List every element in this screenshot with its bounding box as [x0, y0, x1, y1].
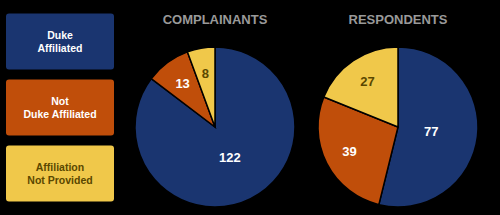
pie: RESPONDENTS 77 39 27 — [318, 12, 478, 207]
data-label: 27 — [360, 74, 374, 89]
pie-slice — [135, 47, 295, 207]
legend-label-line: Not Provided — [27, 174, 92, 186]
chart-title: COMPLAINANTS — [163, 12, 268, 27]
pie: COMPLAINANTS 122 13 8 — [135, 12, 295, 207]
legend-label-line: Duke — [47, 29, 73, 41]
legend-label-line: Affiliated — [38, 42, 83, 54]
data-label: 77 — [424, 124, 438, 139]
data-label: 122 — [219, 150, 241, 165]
chart-container: DukeAffiliatedNotDuke AffiliatedAffiliat… — [0, 0, 500, 215]
pie-slice — [187, 47, 215, 127]
data-label: 8 — [202, 66, 209, 81]
legend-swatch — [6, 146, 114, 202]
legend-label: DukeAffiliated — [38, 29, 83, 54]
legend-label-line: Not — [51, 95, 69, 107]
background — [0, 0, 500, 215]
chart-svg: DukeAffiliatedNotDuke AffiliatedAffiliat… — [0, 0, 500, 215]
legend-label: AffiliationNot Provided — [27, 161, 92, 186]
data-label: 39 — [342, 144, 356, 159]
legend: DukeAffiliatedNotDuke AffiliatedAffiliat… — [6, 14, 114, 202]
legend-swatch — [6, 14, 114, 70]
chart-title: RESPONDENTS — [349, 12, 448, 27]
data-label: 13 — [175, 76, 189, 91]
legend-label: NotDuke Affiliated — [23, 95, 96, 120]
legend-label-line: Duke Affiliated — [23, 108, 96, 120]
legend-label-line: Affiliation — [36, 161, 84, 173]
legend-swatch — [6, 80, 114, 136]
pie-slice — [324, 47, 398, 127]
